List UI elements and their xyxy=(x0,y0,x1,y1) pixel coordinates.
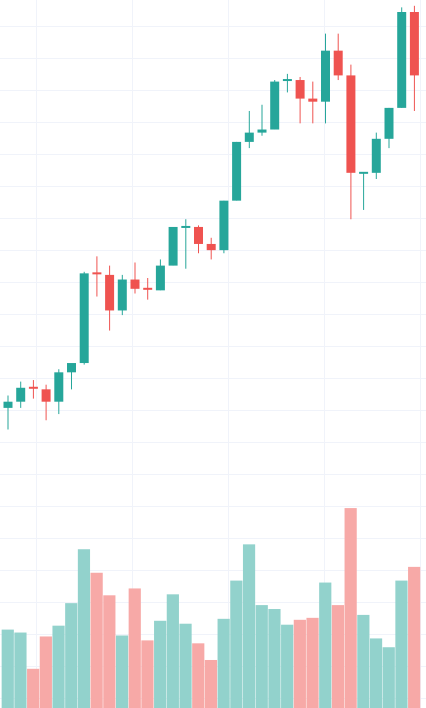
volume-bar xyxy=(331,605,345,708)
candle-up xyxy=(359,171,369,174)
volume-bar xyxy=(306,617,319,708)
volume-bar xyxy=(166,594,179,708)
candlestick-series xyxy=(3,5,419,430)
candle-up xyxy=(282,79,292,82)
candle-up xyxy=(67,363,76,373)
candle-up xyxy=(384,107,394,139)
candle-up xyxy=(3,401,13,408)
volume-bar xyxy=(344,508,357,708)
candle-down xyxy=(308,98,318,102)
candle-up xyxy=(155,265,165,291)
volume-bar xyxy=(217,618,230,708)
volume-bar xyxy=(14,632,27,708)
volume-bar xyxy=(52,625,65,708)
candle-up xyxy=(79,273,89,364)
candle-down xyxy=(206,243,216,251)
candle-down xyxy=(41,389,51,402)
volume-bar xyxy=(382,647,395,708)
volume-bar xyxy=(357,614,370,708)
volume-bar xyxy=(192,643,205,708)
candle-up xyxy=(54,372,64,402)
candle-down xyxy=(333,50,343,76)
volume-bars xyxy=(1,508,421,708)
volume-bar xyxy=(141,640,154,708)
volume-bar xyxy=(77,549,91,708)
volume-bar xyxy=(115,635,129,708)
volume-bar xyxy=(179,623,192,708)
volume-bar xyxy=(408,566,421,708)
volume-bar xyxy=(281,624,294,708)
candle-up xyxy=(371,138,381,173)
candle-up xyxy=(244,132,254,142)
candle-up xyxy=(397,12,407,108)
candle-up xyxy=(168,226,178,266)
candle-up xyxy=(270,81,280,130)
volume-bar xyxy=(39,636,52,708)
volume-bar xyxy=(230,580,243,708)
volume-bar xyxy=(319,582,332,708)
candle-down xyxy=(194,226,203,244)
volume-bar xyxy=(154,620,167,708)
candle-down xyxy=(130,279,140,289)
candle-down xyxy=(346,75,356,173)
candle-down xyxy=(28,386,38,389)
volume-bar xyxy=(27,668,40,708)
volume-bar xyxy=(369,638,383,708)
candle-up xyxy=(181,225,191,228)
volume-bar xyxy=(1,629,14,708)
candle-up xyxy=(117,279,127,311)
volume-bar xyxy=(204,659,218,708)
volume-bar xyxy=(268,609,281,708)
candle-down xyxy=(295,80,305,99)
candle-down xyxy=(92,272,102,275)
volume-bar xyxy=(395,580,408,708)
volume-bar xyxy=(65,603,78,708)
candle-up xyxy=(321,50,330,102)
volume-bar xyxy=(293,619,306,708)
candle-up xyxy=(219,200,229,251)
candle-down xyxy=(143,287,153,290)
volume-bar xyxy=(103,595,116,708)
candle-up xyxy=(257,129,267,133)
volume-bar xyxy=(128,588,141,708)
candle-up xyxy=(16,387,26,402)
volume-bar xyxy=(90,572,103,708)
candle-down xyxy=(409,12,419,76)
candle-up xyxy=(232,141,242,201)
candle-down xyxy=(105,274,115,311)
volume-bar xyxy=(242,544,256,708)
volume-bar xyxy=(255,605,268,708)
